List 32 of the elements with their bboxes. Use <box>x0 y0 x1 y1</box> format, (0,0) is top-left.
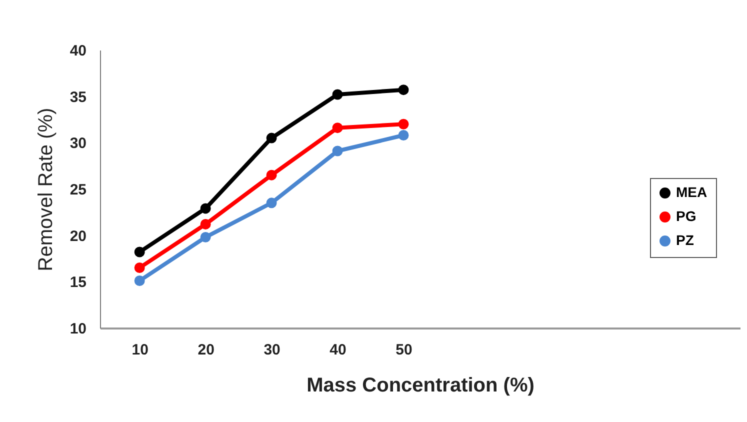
x-axis-title: Mass Concentration (%) <box>306 374 534 396</box>
point <box>200 203 211 214</box>
y-tick-label: 30 <box>70 135 86 152</box>
x-tick-label: 50 <box>396 342 412 358</box>
point <box>200 232 211 242</box>
point <box>332 89 343 100</box>
point <box>332 122 343 134</box>
x-tick-label: 30 <box>264 342 280 358</box>
y-axis-title: Removel Rate (%) <box>34 108 57 272</box>
y-tick-label: 35 <box>70 88 86 106</box>
point <box>398 130 409 140</box>
x-tick-label: 40 <box>330 342 346 358</box>
legend-label: PG <box>676 208 696 224</box>
point <box>134 276 145 286</box>
y-tick-label: 20 <box>70 228 86 245</box>
point <box>266 170 277 180</box>
x-tick-label: 10 <box>132 342 148 358</box>
point <box>134 262 145 273</box>
point <box>134 246 145 258</box>
point <box>266 198 277 208</box>
point <box>398 84 409 96</box>
y-tick-label: 40 <box>70 42 86 60</box>
y-tick-label: 15 <box>70 274 86 292</box>
y-tick-label: 10 <box>70 320 86 338</box>
x-tick-label: 20 <box>198 342 214 358</box>
point <box>200 218 211 230</box>
y-tick-label: 25 <box>70 182 86 198</box>
point <box>332 146 343 156</box>
point <box>398 118 409 130</box>
legend-label: MEA <box>676 184 708 200</box>
legend-label: PZ <box>676 232 694 248</box>
point <box>266 132 277 144</box>
